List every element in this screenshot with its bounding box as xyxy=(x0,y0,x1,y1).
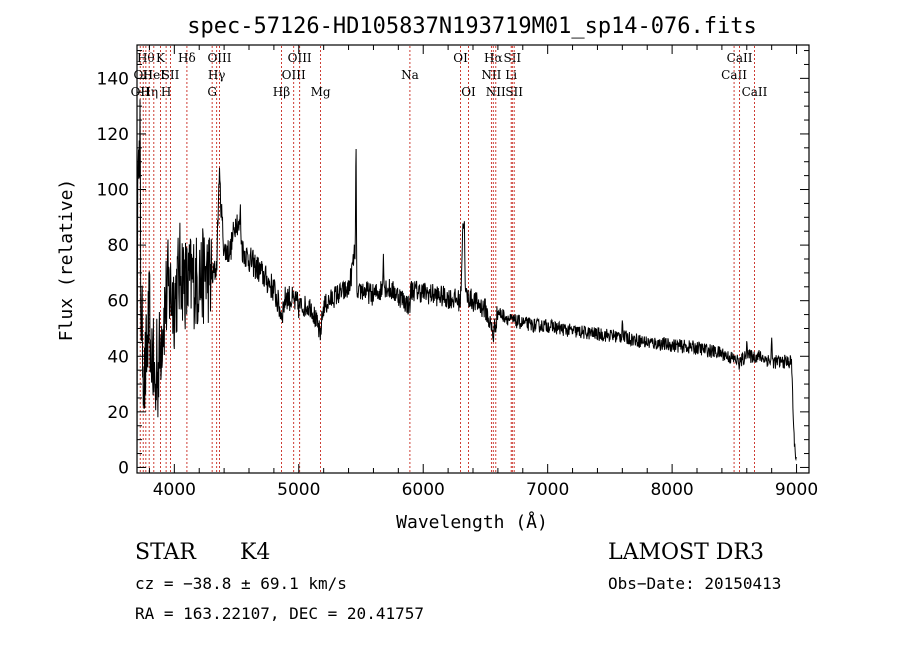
x-tick-label: 6000 xyxy=(402,480,445,500)
survey-name: LAMOST DR3 xyxy=(608,540,764,565)
y-axis-label: Flux (relative) xyxy=(56,179,77,342)
object-class: STAR xyxy=(135,540,197,565)
plot-frame xyxy=(136,44,810,474)
x-tick-label: 9000 xyxy=(775,480,818,500)
line-marker-label: Hα xyxy=(484,51,503,65)
line-marker-label: CaII xyxy=(742,85,768,99)
line-marker-label: Hθ xyxy=(137,51,155,65)
y-tick-label: 100 xyxy=(97,181,129,201)
line-marker-label: Mg xyxy=(311,85,331,99)
x-tick-label: 8000 xyxy=(650,480,693,500)
x-axis-ticks: 4000 5000 6000 7000 8000 9000 xyxy=(148,45,818,500)
x-tick-label: 4000 xyxy=(153,480,196,500)
line-marker-label: Hγ xyxy=(208,68,226,82)
x-tick-label: 5000 xyxy=(277,480,320,500)
y-tick-label: 120 xyxy=(97,125,129,145)
spectrum-series xyxy=(136,99,797,471)
line-marker-label: OIII xyxy=(207,51,231,65)
y-axis-ticks: 0 20 40 60 80 100 120 140 xyxy=(97,50,809,478)
spectrum-line xyxy=(136,99,797,471)
x-axis-label: Wavelength (Å) xyxy=(396,511,548,533)
line-marker-label: OI xyxy=(453,51,468,65)
line-marker-label: NII xyxy=(486,85,506,99)
line-marker-label: SII xyxy=(162,68,180,82)
line-marker-label: SII xyxy=(503,51,521,65)
line-marker-label: SII xyxy=(505,85,523,99)
line-marker-label: Na xyxy=(401,68,419,82)
line-marker-label: Hδ xyxy=(178,51,196,65)
y-tick-label: 40 xyxy=(107,347,129,367)
line-marker-label: Hβ xyxy=(273,85,290,99)
line-marker-label: HeI xyxy=(143,68,166,82)
line-marker-label: OIII xyxy=(288,51,312,65)
line-marker-label: CaII xyxy=(727,51,753,65)
line-marker-label: CaII xyxy=(721,68,747,82)
line-marker-label: H xyxy=(161,85,171,99)
spectral-subclass: K4 xyxy=(240,540,270,565)
line-marker-label: OIII xyxy=(282,68,306,82)
redshift-text: cz = −38.8 ± 69.1 km/s xyxy=(135,574,347,593)
line-marker-label: NII xyxy=(481,68,501,82)
y-tick-label: 0 xyxy=(118,458,129,478)
obs-date: Obs−Date: 20150413 xyxy=(608,574,781,593)
line-marker-label: G xyxy=(207,85,217,99)
y-tick-label: 20 xyxy=(107,403,129,423)
chart-title: spec-57126-HD105837N193719M01_sp14-076.f… xyxy=(187,14,757,39)
y-tick-label: 140 xyxy=(97,69,129,89)
x-tick-label: 7000 xyxy=(526,480,569,500)
line-marker-label: Li xyxy=(505,68,517,82)
line-marker-label: Hη xyxy=(140,85,158,99)
coordinates: RA = 163.22107, DEC = 20.41757 xyxy=(135,604,424,623)
line-marker-label: K xyxy=(156,51,166,65)
y-tick-label: 60 xyxy=(107,292,129,312)
y-tick-label: 80 xyxy=(107,236,129,256)
line-marker-label: OI xyxy=(461,85,476,99)
